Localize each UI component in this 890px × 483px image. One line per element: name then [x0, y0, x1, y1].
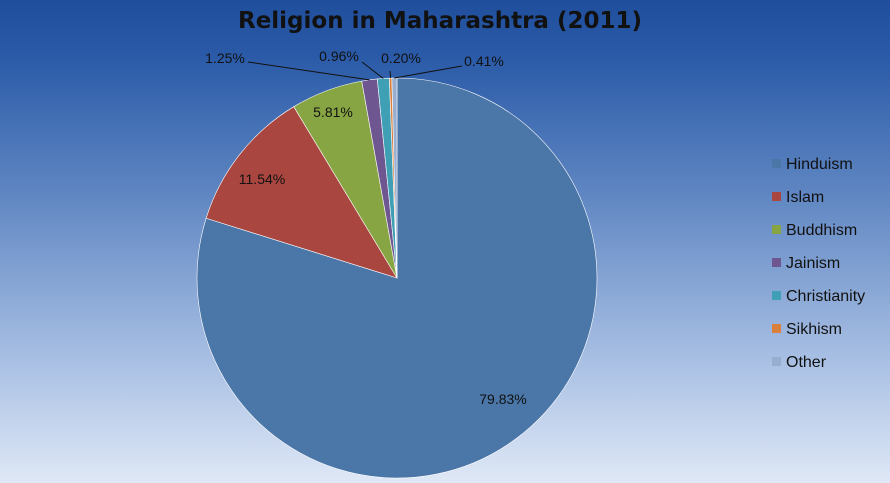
- data-label-christianity: 0.96%: [319, 48, 359, 64]
- legend-label-hinduism: Hinduism: [786, 156, 853, 173]
- leader-line-other: [394, 65, 463, 79]
- legend-label-other: Other: [786, 354, 827, 371]
- leader-line-christianity: [361, 61, 384, 79]
- leader-lines: [247, 61, 463, 81]
- legend-item-buddhism: Buddhism: [772, 222, 857, 239]
- legend-swatch-sikhism: [772, 324, 781, 333]
- pie-slice-islam: [205, 106, 398, 279]
- legend-swatch-jainism: [772, 258, 781, 267]
- legend-swatch-other: [772, 357, 781, 366]
- leader-line-jainism: [247, 61, 370, 81]
- data-label-jainism: 1.25%: [205, 50, 245, 66]
- legend-label-sikhism: Sikhism: [786, 321, 842, 338]
- legend-label-buddhism: Buddhism: [786, 222, 857, 239]
- pie-slices: [196, 77, 598, 479]
- data-label-hinduism: 79.83%: [479, 391, 526, 407]
- leader-line-sikhism: [389, 70, 392, 79]
- legend-item-jainism: Jainism: [772, 255, 840, 272]
- legend-label-jainism: Jainism: [786, 255, 840, 272]
- legend-item-hinduism: Hinduism: [772, 156, 853, 173]
- legend-item-other: Other: [772, 354, 827, 371]
- legend-swatch-christianity: [772, 291, 781, 300]
- legend-item-sikhism: Sikhism: [772, 321, 842, 338]
- data-label-sikhism: 0.20%: [381, 50, 421, 66]
- data-label-islam: 11.54%: [239, 171, 285, 187]
- data-label-buddhism: 5.81%: [313, 104, 353, 120]
- legend-swatch-islam: [772, 192, 781, 201]
- legend: Hinduism Islam Buddhism Jainism Christianity…: [772, 156, 865, 371]
- legend-swatch-buddhism: [772, 225, 781, 234]
- legend-label-islam: Islam: [786, 189, 824, 206]
- chart-title: Religion in Maharashtra (2011): [238, 8, 642, 34]
- legend-item-christianity: Christianity: [772, 288, 865, 305]
- data-labels: 79.83% 11.54% 5.81% 1.25% 0.96% 0.20% 0.41%: [205, 48, 527, 407]
- legend-item-islam: Islam: [772, 189, 824, 206]
- data-label-other: 0.41%: [464, 53, 504, 69]
- legend-swatch-hinduism: [772, 159, 781, 168]
- legend-label-christianity: Christianity: [786, 288, 865, 305]
